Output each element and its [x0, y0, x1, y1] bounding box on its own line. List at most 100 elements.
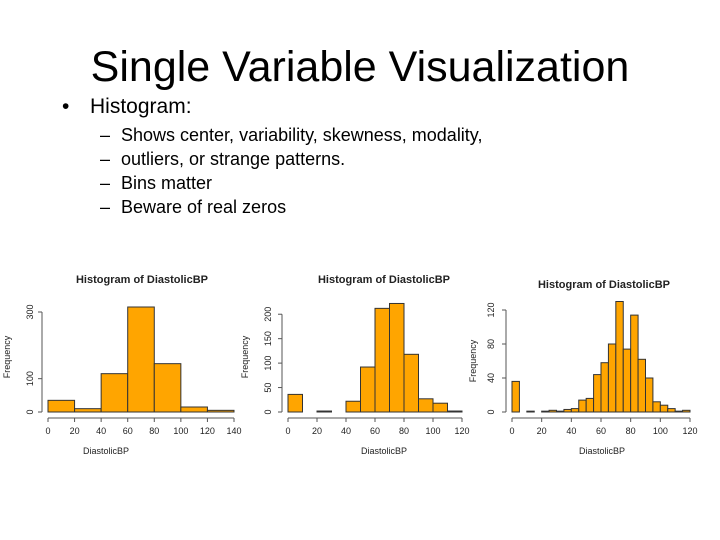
histogram-bar: [578, 399, 587, 413]
histogram-bar: [548, 409, 558, 413]
sub-bullet-text: outliers, or strange patterns.: [121, 149, 346, 169]
x-tick-label: 20: [312, 426, 322, 436]
x-axis-label: DiastolicBP: [83, 446, 129, 456]
histogram-bar: [418, 398, 434, 413]
y-tick-label: 40: [486, 373, 496, 383]
dash-marker: –: [100, 197, 111, 217]
histogram-bar: [630, 314, 639, 413]
x-tick-label: 80: [149, 426, 159, 436]
histogram-bar: [593, 374, 602, 413]
histogram-bar: [447, 410, 463, 413]
x-tick-label: 120: [200, 426, 215, 436]
x-tick-label: 100: [653, 426, 668, 436]
histogram-bar: [206, 409, 235, 413]
histogram-bar: [345, 400, 361, 413]
x-tick-label: 120: [454, 426, 469, 436]
histogram-bar: [287, 393, 303, 413]
x-tick-label: 100: [173, 426, 188, 436]
histogram-bar: [667, 408, 676, 413]
sub-bullet-text: Shows center, variability, skewness, mod…: [121, 125, 483, 145]
histogram-bar: [674, 410, 684, 413]
histogram-bar: [100, 373, 129, 413]
y-tick-label: 300: [25, 304, 35, 319]
y-tick-label: 50: [263, 383, 273, 393]
slide-title: Single Variable Visualization: [90, 43, 630, 91]
x-tick-label: 100: [425, 426, 440, 436]
x-tick-label: 40: [96, 426, 106, 436]
histogram-bar: [389, 302, 405, 413]
dash-marker: –: [100, 173, 111, 193]
dash-marker: –: [100, 149, 111, 169]
histogram-bar: [374, 307, 390, 413]
histogram-bar: [615, 301, 624, 413]
histogram-bar: [645, 377, 654, 413]
y-tick-label: 100: [25, 371, 35, 386]
x-axis-label: DiastolicBP: [361, 446, 407, 456]
bullet-text: Histogram:: [90, 95, 192, 118]
histogram-bar: [682, 409, 691, 413]
histogram-bar: [563, 408, 572, 413]
histogram-bar: [74, 408, 102, 413]
histogram-bar: [541, 410, 550, 413]
histogram-bar: [360, 366, 376, 413]
x-tick-label: 80: [626, 426, 636, 436]
histogram-chart-3: 0 20 40 60 80 100 120 0 40 80 120 Histogram of Dias…: [468, 279, 698, 456]
histogram-bar: [659, 404, 669, 413]
y-tick-label: 0: [25, 409, 35, 414]
histogram-bar: [403, 353, 419, 413]
x-tick-label: 0: [285, 426, 290, 436]
y-axis-label: Frequency: [2, 335, 12, 378]
bullet-marker: •: [62, 95, 70, 118]
sub-bullet-item: – Bins matter: [100, 171, 482, 195]
y-tick-label: 0: [486, 409, 496, 414]
y-tick-label: 200: [263, 307, 273, 322]
x-tick-label: 60: [596, 426, 606, 436]
x-tick-label: 80: [399, 426, 409, 436]
x-tick-label: 60: [370, 426, 380, 436]
sub-bullet-text: Beware of real zeros: [121, 197, 287, 217]
chart-title: Histogram of DiastolicBP: [538, 279, 670, 291]
x-tick-label: 120: [682, 426, 697, 436]
histogram-bar: [432, 402, 448, 413]
y-tick-label: 0: [263, 409, 273, 414]
histogram-bar: [511, 380, 520, 413]
histogram-chart-1: 0 20 40 60 80 100 120 140 0 100 300 Histogram of Di…: [2, 274, 242, 456]
sub-bullet-item: – Shows center, variability, skewness, mo…: [100, 123, 482, 147]
y-tick-label: 80: [486, 339, 496, 349]
y-tick-label: 100: [263, 356, 273, 371]
histogram-bar: [585, 397, 595, 413]
sub-bullet-list: – Shows center, variability, skewness, mo…: [100, 123, 482, 219]
y-tick-label: 150: [263, 331, 273, 346]
chart-title: Histogram of DiastolicBP: [76, 274, 208, 286]
x-axis-label: DiastolicBP: [579, 446, 625, 456]
x-tick-label: 0: [509, 426, 514, 436]
histogram-bar: [47, 399, 76, 413]
sub-bullet-item: – outliers, or strange patterns.: [100, 147, 482, 171]
dash-marker: –: [100, 125, 111, 145]
sub-bullet-item: – Beware of real zeros: [100, 195, 482, 219]
y-axis-label: Frequency: [240, 335, 250, 378]
x-tick-label: 20: [537, 426, 547, 436]
histogram-bar: [127, 306, 155, 413]
x-tick-label: 140: [226, 426, 241, 436]
bullet-histogram: • Histogram:: [62, 94, 192, 120]
histogram-bar: [607, 343, 617, 413]
x-tick-label: 60: [123, 426, 133, 436]
x-tick-label: 40: [566, 426, 576, 436]
histogram-bar: [316, 410, 332, 413]
chart-title: Histogram of DiastolicBP: [318, 274, 450, 286]
histogram-bar: [600, 362, 609, 413]
x-tick-label: 0: [45, 426, 50, 436]
histogram-bar: [570, 408, 580, 413]
y-axis-label: Frequency: [468, 339, 478, 382]
sub-bullet-text: Bins matter: [121, 173, 213, 193]
histogram-bar: [526, 410, 535, 413]
x-tick-label: 40: [341, 426, 351, 436]
histogram-bar: [652, 401, 661, 413]
y-tick-label: 120: [486, 302, 496, 317]
histogram-bar: [637, 358, 646, 413]
histogram-bar: [622, 348, 632, 413]
x-tick-label: 20: [70, 426, 80, 436]
histogram-bar: [180, 406, 208, 413]
histogram-bar: [556, 410, 565, 413]
